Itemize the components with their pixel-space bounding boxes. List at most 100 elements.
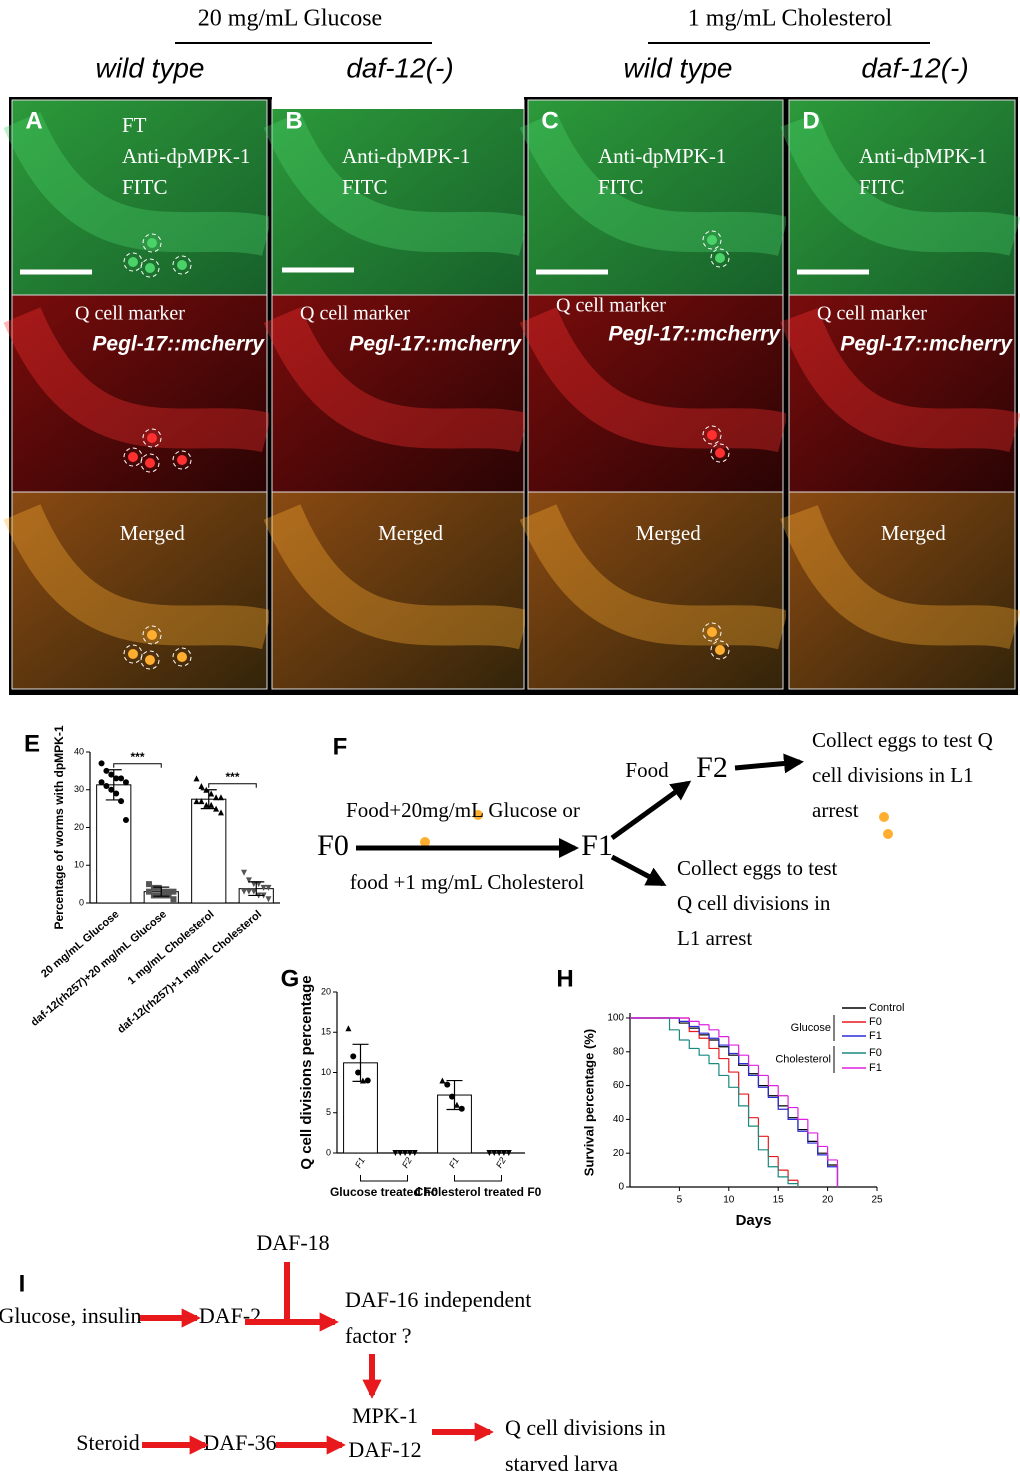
data-point <box>150 884 157 891</box>
worm <box>263 307 530 453</box>
y-axis-label: Survival percentage (%) <box>581 1029 596 1176</box>
flow-text: L1 arrest <box>677 926 752 950</box>
flow-node: F0 <box>317 829 349 862</box>
survival-step <box>718 1029 729 1038</box>
survival-step <box>777 1085 789 1097</box>
flow-text: food +1 mg/mL Cholesterol <box>350 870 585 894</box>
white-band <box>272 97 524 109</box>
survival-step <box>698 1021 710 1026</box>
y-tick-label: 20 <box>321 986 331 996</box>
pathway-node: factor ? <box>345 1323 412 1348</box>
y-tick-label: 0 <box>79 897 84 907</box>
cell-outline <box>142 625 162 645</box>
panel-letter: C <box>541 107 558 134</box>
micrograph <box>788 294 1016 493</box>
group-bracket <box>454 1175 502 1182</box>
pathway-node: starved larva <box>505 1451 618 1476</box>
cell-outline <box>710 640 730 660</box>
merged-label: Merged <box>120 521 185 545</box>
data-point <box>113 790 120 797</box>
cell-spot <box>128 257 138 267</box>
cell-outline <box>142 428 162 448</box>
marker-label: Q cell marker <box>817 303 927 325</box>
survival-step <box>747 1065 759 1075</box>
y-tick-label: 40 <box>613 1114 625 1125</box>
y-tick-label: 100 <box>607 1013 624 1024</box>
marker-label: Q cell marker <box>75 303 185 325</box>
y-tick-label: 10 <box>321 1067 331 1077</box>
data-point <box>245 888 252 895</box>
legend-label: F0 <box>869 1047 882 1059</box>
flow-text: Collect eggs to test Q <box>812 728 993 752</box>
y-axis-label: Q cell divisions percentage <box>298 975 315 1169</box>
survival-step <box>807 1131 818 1144</box>
cell-outline <box>140 258 160 278</box>
data-point <box>198 782 205 789</box>
y-tick-label: 30 <box>74 784 84 794</box>
fitc-label: FT <box>122 113 147 137</box>
data-point <box>198 798 205 805</box>
cell-outline <box>142 233 162 253</box>
survival-step <box>826 1146 838 1161</box>
y-tick-label: 0 <box>326 1147 331 1157</box>
worm <box>780 504 1020 650</box>
micrograph <box>271 491 525 690</box>
survival-step <box>787 1109 798 1121</box>
panel-letter: E <box>24 730 40 757</box>
data-point <box>355 1069 362 1076</box>
worm <box>3 307 272 453</box>
flow-text: cell divisions in L1 <box>812 763 974 787</box>
data-point <box>265 896 272 903</box>
cell-spot <box>707 235 717 245</box>
column-title: daf-12(-) <box>861 52 968 83</box>
survival-step <box>757 1126 769 1151</box>
x-tick-label: 15 <box>773 1195 785 1206</box>
flow-text: Collect eggs to test <box>677 856 838 880</box>
data-point <box>213 794 220 801</box>
cell-outline <box>172 255 192 275</box>
merged-label: Merged <box>881 521 946 545</box>
significance-bracket <box>113 763 162 768</box>
y-tick-label: 80 <box>613 1046 625 1057</box>
y-tick-label: 60 <box>613 1080 625 1091</box>
error-bar <box>352 1043 369 1082</box>
survival-step <box>738 1045 749 1056</box>
data-point <box>486 1150 493 1156</box>
flow-node: F2 <box>696 751 728 784</box>
survival-step <box>708 1055 719 1065</box>
survival-step <box>728 1045 739 1055</box>
cell-outline <box>702 425 722 445</box>
survival-step <box>738 1087 749 1107</box>
survival-step <box>757 1117 769 1137</box>
pathway-node: DAF-16 independent <box>345 1287 531 1312</box>
flow-text: Food+20mg/mL Glucose or <box>346 798 580 822</box>
survival-step <box>817 1141 828 1154</box>
survival-step <box>767 1075 779 1087</box>
survival-step <box>718 1063 729 1077</box>
data-point <box>98 760 105 767</box>
panel-letter: G <box>281 965 300 992</box>
survival-step <box>797 1107 808 1121</box>
y-tick-label: 40 <box>74 746 84 756</box>
data-point <box>217 794 224 801</box>
merged-label: Merged <box>378 521 443 545</box>
data-point <box>449 1093 456 1100</box>
cell-spot <box>145 263 155 273</box>
micrograph <box>11 99 268 296</box>
worm <box>263 504 530 650</box>
flow-node: F1 <box>581 829 613 862</box>
marker-label: Q cell marker <box>556 295 666 317</box>
y-tick-label: 20 <box>74 822 84 832</box>
data-point <box>260 884 267 891</box>
cell-outline <box>172 450 192 470</box>
survival-step <box>678 1018 690 1024</box>
micrograph <box>788 99 1016 296</box>
x-tick-label: F2 <box>494 1156 508 1170</box>
data-point <box>265 884 272 891</box>
survival-step <box>787 1095 798 1109</box>
data-point <box>203 801 210 808</box>
data-point <box>103 782 110 789</box>
survival-step <box>698 1048 710 1056</box>
survival-step <box>688 1039 700 1050</box>
